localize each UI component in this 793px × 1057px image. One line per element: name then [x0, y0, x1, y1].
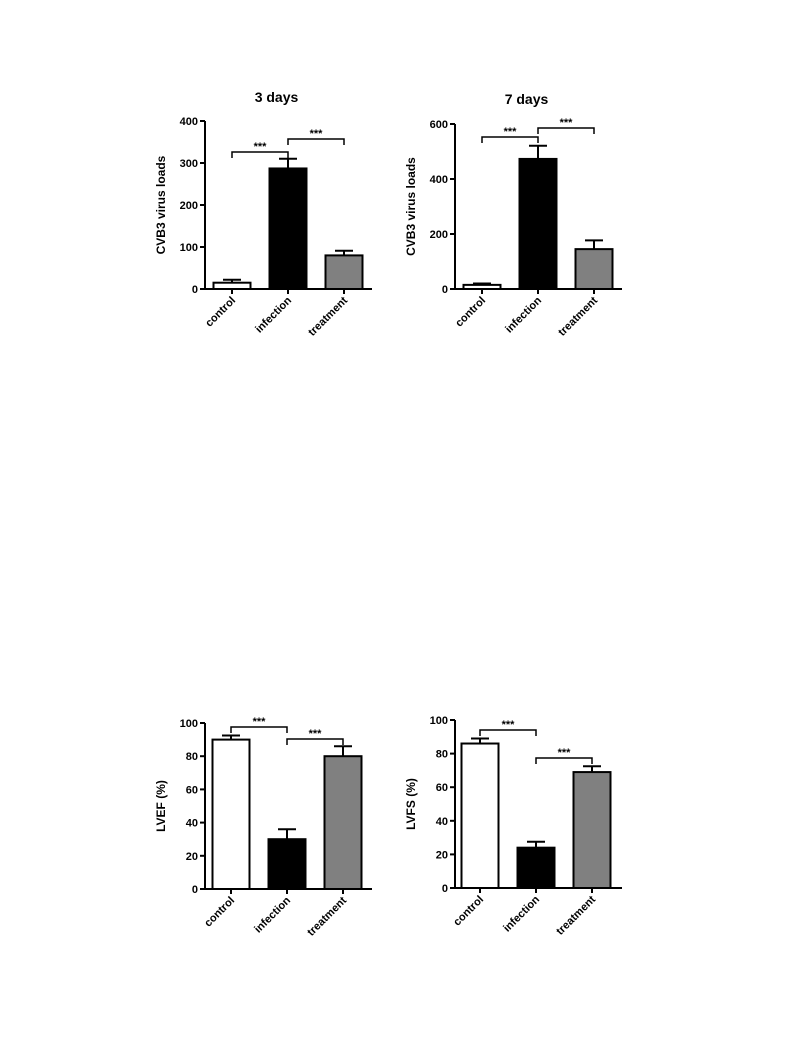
bar-treatment	[572, 771, 612, 890]
significance-label: ***	[309, 728, 323, 740]
significance-bracket	[286, 738, 344, 745]
y-tick-label: 0	[192, 884, 198, 896]
x-tick-label: control	[453, 295, 488, 330]
significance-bracket	[537, 127, 595, 134]
significance-bracket	[479, 729, 537, 736]
x-tick-label: control	[202, 895, 237, 930]
bar-control	[460, 742, 500, 890]
y-tick-label: 200	[180, 200, 198, 212]
significance-label: ***	[310, 128, 324, 140]
y-tick-label: 300	[180, 158, 198, 170]
y-axis-label: LVEF (%)	[154, 780, 168, 832]
y-axis-label: CVB3 virus loads	[404, 157, 418, 256]
significance-label: ***	[254, 141, 268, 153]
bar-treatment	[323, 755, 363, 891]
y-axis-label: LVFS (%)	[404, 778, 418, 830]
significance-bracket	[230, 726, 288, 733]
x-tick-label: infection	[501, 893, 542, 934]
significance-label: ***	[253, 716, 267, 728]
x-tick-label: infection	[253, 294, 294, 335]
y-tick-label: 80	[436, 749, 448, 761]
y-tick-label: 600	[430, 119, 448, 131]
y-tick-label: 20	[186, 851, 198, 863]
chart-title: 3 days	[255, 89, 299, 105]
x-tick-label: infection	[252, 894, 293, 935]
significance-label: ***	[560, 117, 574, 129]
y-tick-label: 400	[430, 174, 448, 186]
x-tick-label: treatment	[305, 894, 349, 938]
y-tick-label: 200	[430, 229, 448, 241]
y-axis-label: CVB3 virus loads	[154, 155, 168, 254]
bar-infection	[268, 167, 308, 291]
y-tick-label: 0	[442, 883, 448, 895]
y-tick-label: 100	[430, 715, 448, 727]
chart-panel-4: LVFS (%) 0 20 40 60 80 100 control infection trea…	[404, 715, 622, 938]
y-tick-label: 20	[436, 849, 448, 861]
significance-bracket	[231, 151, 289, 158]
significance-bracket	[535, 757, 593, 764]
chart-panel-2: 7 days CVB3 virus loads 0 200 400 600 control i…	[404, 91, 622, 339]
x-tick-label: infection	[503, 294, 544, 335]
y-tick-label: 80	[186, 751, 198, 763]
y-tick-label: 100	[180, 718, 198, 730]
chart-panel-3: LVEF (%) 0 20 40 60 80 100 control infection trea…	[154, 716, 372, 939]
y-tick-label: 40	[186, 818, 198, 830]
significance-bracket	[287, 138, 345, 145]
x-tick-label: treatment	[306, 294, 350, 338]
chart-panel-1: 3 days CVB3 virus loads 0 100 200 300 400 contr…	[154, 89, 372, 339]
bar-treatment	[574, 248, 614, 290]
significance-label: ***	[504, 126, 518, 138]
bar-control	[462, 283, 502, 290]
bar-treatment	[324, 254, 364, 290]
chart-title: 7 days	[505, 91, 549, 107]
x-tick-label: treatment	[554, 893, 598, 937]
bar-control	[212, 281, 252, 291]
significance-bracket	[481, 136, 539, 143]
y-tick-label: 100	[180, 242, 198, 254]
x-tick-label: control	[451, 894, 486, 929]
y-tick-label: 40	[436, 816, 448, 828]
bar-infection	[518, 157, 558, 290]
y-tick-label: 60	[186, 784, 198, 796]
y-tick-label: 0	[192, 284, 198, 296]
x-tick-label: treatment	[556, 294, 600, 338]
y-tick-label: 400	[180, 116, 198, 128]
x-tick-label: control	[203, 295, 238, 330]
y-tick-label: 0	[442, 284, 448, 296]
bar-infection	[516, 846, 556, 889]
significance-label: ***	[558, 747, 572, 759]
bar-infection	[267, 838, 307, 891]
y-tick-label: 60	[436, 782, 448, 794]
significance-label: ***	[502, 719, 516, 731]
bar-control	[211, 738, 251, 890]
